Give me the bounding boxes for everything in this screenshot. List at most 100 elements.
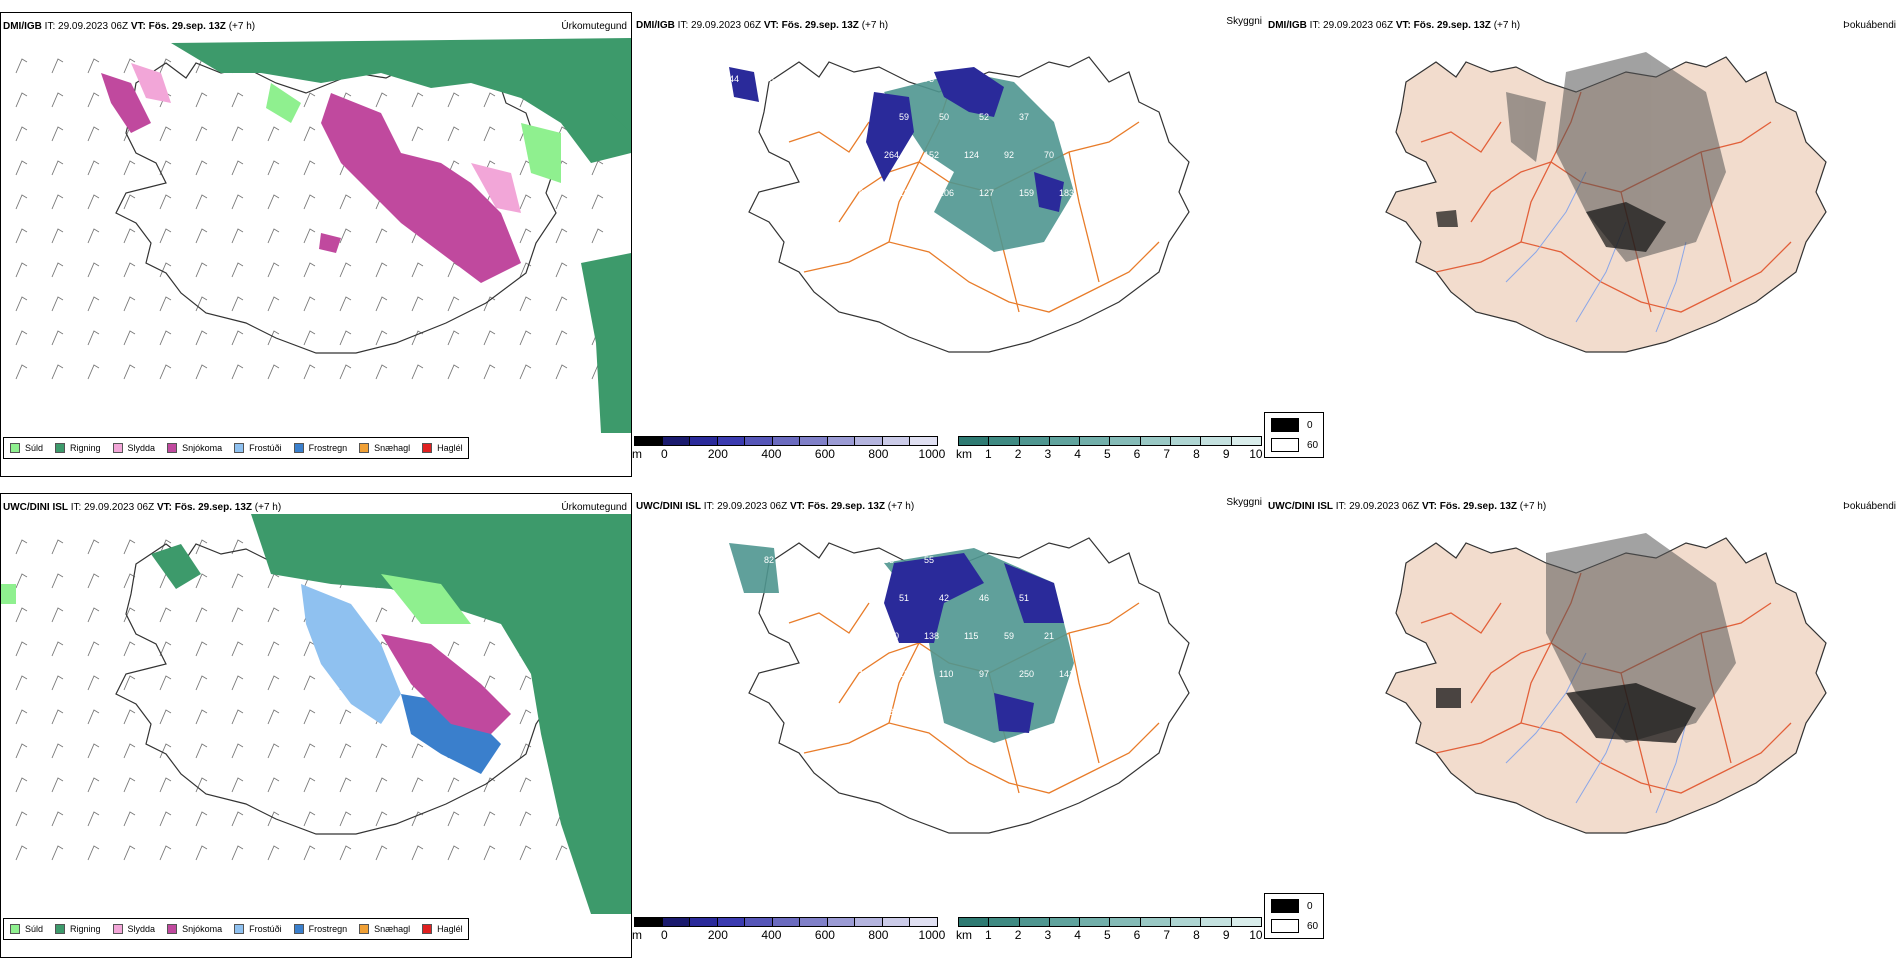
model-name: UWC/DINI ISL xyxy=(636,501,701,512)
wind-barb xyxy=(447,296,460,312)
visibility-value-label: 51 xyxy=(1019,593,1029,603)
wind-barb xyxy=(303,845,316,861)
colorbar-swatch xyxy=(855,437,883,445)
valid-time: VT: Fös. 29.sep. 13Z xyxy=(1421,501,1518,512)
legend-swatch-freezing-rain xyxy=(293,924,304,934)
legend-swatch-rain xyxy=(55,924,66,934)
wind-barb xyxy=(159,641,172,657)
visibility-value-label: 42 xyxy=(939,593,949,603)
road-line xyxy=(803,722,1160,794)
wind-barb xyxy=(51,539,64,555)
wind-barb xyxy=(303,126,316,142)
drizzle-areas xyxy=(266,83,561,183)
colorbar-swatch xyxy=(1171,918,1202,926)
visibility-value-label: 115 xyxy=(1084,631,1098,641)
wind-barb xyxy=(159,296,172,312)
legend-swatch-sleet xyxy=(112,924,123,934)
wind-barb xyxy=(519,330,532,346)
wind-barb xyxy=(15,330,28,346)
panel-header: UWC/DINI ISL IT: 29.09.2023 06Z VT: Fös.… xyxy=(1268,501,1546,512)
panel-title: Þokuábendi xyxy=(1843,20,1896,31)
wind-barb xyxy=(411,126,424,142)
wind-barb xyxy=(375,607,388,623)
wind-barb xyxy=(231,262,244,278)
lead-time: (+7 h) xyxy=(1519,501,1547,512)
visibility-value-label: 37 xyxy=(1019,112,1029,122)
panel-header: UWC/DINI ISL IT: 29.09.2023 06Z VT: Fös.… xyxy=(636,501,914,512)
wind-barb xyxy=(87,811,100,827)
precip-type-map xyxy=(15,38,631,433)
colorbar-tick-label: 3 xyxy=(1044,928,1052,942)
wind-barb xyxy=(267,675,280,691)
colorbar-swatch xyxy=(989,918,1020,926)
colorbar-tick-label: 5 xyxy=(1103,928,1111,942)
init-time: IT: 29.09.2023 06Z xyxy=(70,502,155,513)
wind-barb xyxy=(339,743,352,759)
wind-barb xyxy=(87,539,100,555)
fog-legend-row: 0 xyxy=(1271,418,1313,432)
colorbar-swatch xyxy=(959,437,990,445)
visibility-value-label: 59 xyxy=(899,112,909,122)
visibility-value-label: 85 xyxy=(844,74,854,84)
visibility-values: 144 78 37 85 61 73 147 82 62 70 59 50 52 37 96 223 59 102… xyxy=(724,74,1114,198)
wind-barb xyxy=(339,330,352,346)
visibility-value-label: 124 xyxy=(964,150,979,160)
visibility-value-label: 108 xyxy=(859,669,874,679)
wind-barb xyxy=(195,228,208,244)
wind-barb xyxy=(303,330,316,346)
colorbar-swatch xyxy=(1171,437,1202,445)
wind-barb xyxy=(339,811,352,827)
wind-barb xyxy=(15,539,28,555)
fog-index-legend: 0 60 xyxy=(1264,412,1324,458)
wind-barb xyxy=(159,743,172,759)
wind-barb xyxy=(51,607,64,623)
legend-swatch-snow-pellets xyxy=(359,443,370,453)
wind-barb xyxy=(267,262,280,278)
panel-title: Þokuábendi xyxy=(1843,501,1896,512)
visibility-value-label: 141 xyxy=(1059,669,1074,679)
wind-barb xyxy=(159,539,172,555)
wind-barb xyxy=(555,228,568,244)
visibility-value-label: 264 xyxy=(884,150,899,160)
wind-barb xyxy=(15,296,28,312)
colorbar-tick-label: 8 xyxy=(1193,447,1200,461)
wind-barb xyxy=(51,228,64,244)
visibility-colorbar: 1 2 3 4 5 6 7 8 9 10 km xyxy=(956,917,1263,943)
visibility-panel: UWC/DINI ISL IT: 29.09.2023 06Z VT: Fös.… xyxy=(632,493,1264,958)
wind-barb xyxy=(15,811,28,827)
visibility-value-label: 48 xyxy=(819,593,829,603)
ceiling-colorbar-swatches xyxy=(634,436,938,446)
wind-barb xyxy=(303,262,316,278)
wind-barb xyxy=(123,573,136,589)
colorbar-tick-label: 7 xyxy=(1163,447,1171,461)
panel-title: Úrkomutegund xyxy=(561,21,627,32)
wind-barb xyxy=(231,126,244,142)
wind-barb xyxy=(159,194,172,210)
colorbar-swatch xyxy=(635,437,663,445)
legend-swatch-freezing-drizzle xyxy=(234,924,245,934)
colorbar-tick-label: 7 xyxy=(1163,928,1171,942)
wind-barb xyxy=(51,296,64,312)
colorbar-swatch xyxy=(800,918,828,926)
wind-barb xyxy=(375,228,388,244)
wind-barb xyxy=(411,296,424,312)
wind-barb xyxy=(15,364,28,380)
visibility-value-label: 82 xyxy=(1084,74,1094,84)
wind-barb xyxy=(51,777,64,793)
visibility-value-label: 51 xyxy=(899,593,909,603)
wind-barb xyxy=(123,364,136,380)
wind-barb xyxy=(375,743,388,759)
wind-barb xyxy=(87,607,100,623)
wind-barb xyxy=(231,364,244,380)
wind-barb xyxy=(123,194,136,210)
visibility-value-label: 223 xyxy=(1099,112,1114,122)
wind-barb xyxy=(411,743,424,759)
wind-barb xyxy=(267,811,280,827)
road-line xyxy=(1068,151,1100,283)
snow-areas xyxy=(101,73,521,283)
wind-barb xyxy=(231,539,244,555)
wind-barb xyxy=(483,675,496,691)
wind-barb xyxy=(483,811,496,827)
visibility-value-label: 52 xyxy=(979,112,989,122)
wind-barb xyxy=(375,845,388,861)
